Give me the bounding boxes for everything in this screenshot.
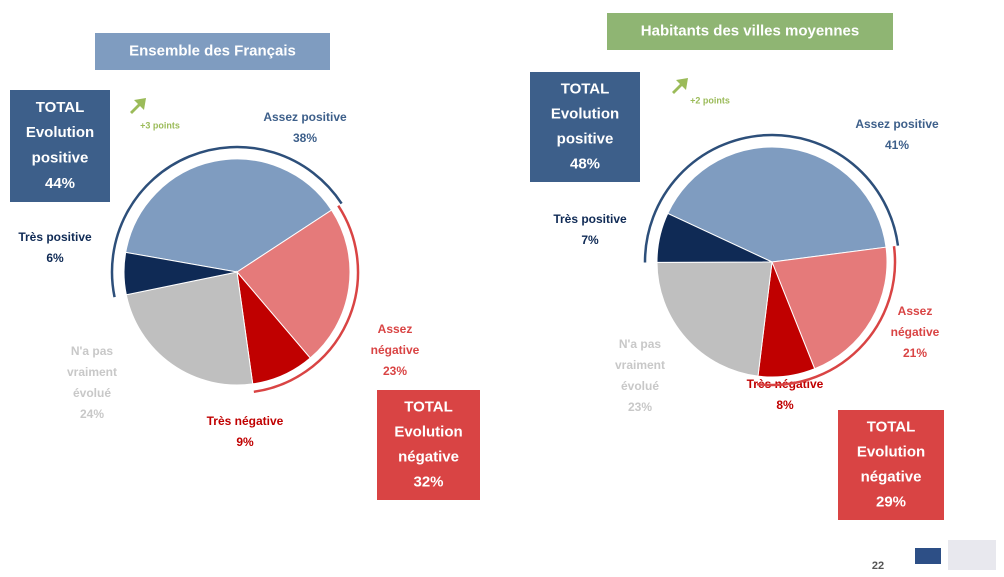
total-label: TOTAL	[36, 99, 85, 116]
chart-title: Habitants des villes moyennes	[641, 22, 859, 39]
page-number: 22	[872, 560, 884, 572]
total-value: 32%	[413, 473, 443, 490]
slice-value: 38%	[293, 131, 317, 145]
pie-slice	[236, 209, 351, 359]
logo	[915, 548, 941, 564]
slice-label: Assez	[378, 322, 413, 336]
logo	[948, 540, 996, 570]
total-box	[10, 90, 110, 202]
slice-label: N'a pas	[71, 344, 114, 358]
total-label: Evolution	[26, 124, 94, 141]
total-label: TOTAL	[561, 80, 610, 97]
pie-slice	[771, 246, 888, 370]
total-label: Evolution	[394, 423, 462, 440]
total-arc	[253, 205, 360, 394]
chart-title: Ensemble des Français	[129, 42, 296, 59]
change-arrow	[672, 78, 688, 94]
slice-label: vraiment	[67, 365, 117, 379]
slice-value: 41%	[885, 138, 909, 152]
slice-label: Assez positive	[855, 117, 939, 131]
slice-label: N'a pas	[619, 337, 662, 351]
slice-value: 9%	[236, 435, 254, 449]
pie-slice	[656, 212, 773, 263]
total-label: négative	[861, 468, 922, 485]
slice-value: 8%	[776, 398, 794, 412]
total-value: 48%	[570, 155, 600, 172]
total-box	[838, 410, 944, 520]
slice-label: évolué	[73, 386, 111, 400]
slice-value: 21%	[903, 346, 927, 360]
total-label: négative	[398, 448, 459, 465]
slice-label: Assez positive	[263, 110, 347, 124]
total-box	[377, 390, 480, 500]
change-label: +3 points	[140, 120, 180, 130]
total-label: TOTAL	[867, 418, 916, 435]
slice-label: Très positive	[18, 230, 92, 244]
slice-value: 6%	[46, 251, 64, 265]
slice-label: négative	[371, 343, 420, 357]
slice-value: 23%	[383, 364, 407, 378]
slice-label: négative	[891, 325, 940, 339]
total-arc	[643, 133, 900, 263]
total-value: 29%	[876, 493, 906, 510]
slice-label: vraiment	[615, 358, 665, 372]
pie-slice	[125, 271, 254, 386]
total-label: positive	[557, 130, 614, 147]
change-label: +2 points	[690, 95, 730, 105]
total-label: Evolution	[857, 443, 925, 460]
total-label: positive	[32, 150, 89, 167]
title-box	[607, 13, 893, 50]
total-label: Evolution	[551, 105, 619, 122]
pie-slice	[123, 251, 238, 296]
title-box	[95, 33, 330, 70]
slice-label: évolué	[621, 379, 659, 393]
slice-label: Assez	[898, 304, 933, 318]
change-arrow	[130, 98, 146, 114]
slice-value: 7%	[581, 233, 599, 247]
total-box	[530, 72, 640, 182]
total-arc	[110, 145, 343, 298]
slice-value: 24%	[80, 407, 104, 421]
total-arc	[756, 245, 897, 387]
slice-label: Très négative	[207, 414, 284, 428]
total-value: 44%	[45, 175, 75, 192]
pie-slice	[667, 146, 887, 263]
slice-value: 23%	[628, 400, 652, 414]
pie-slice	[656, 261, 773, 377]
total-label: TOTAL	[404, 398, 453, 415]
slice-label: Très positive	[553, 212, 627, 226]
